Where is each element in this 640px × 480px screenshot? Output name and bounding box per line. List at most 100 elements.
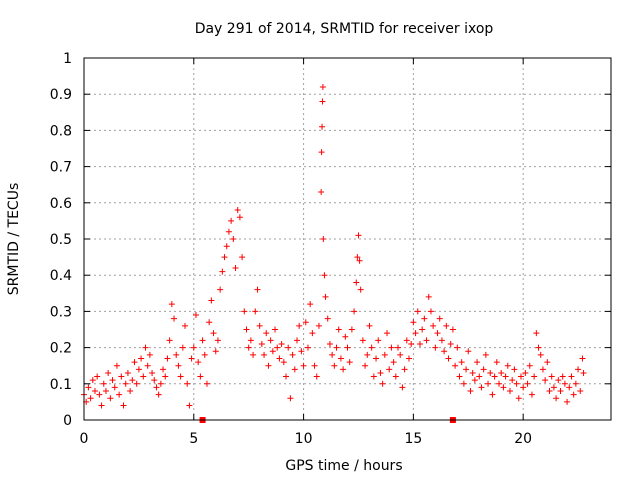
data-point — [280, 359, 287, 366]
data-point — [98, 402, 105, 409]
data-point — [232, 264, 239, 271]
data-point — [96, 391, 103, 398]
y-tick-label: 0.1 — [50, 377, 72, 393]
data-point — [300, 362, 307, 369]
y-tick-label: 0.5 — [50, 232, 72, 248]
data-point — [311, 362, 318, 369]
data-point — [496, 380, 503, 387]
data-point — [436, 315, 443, 322]
data-point — [399, 384, 406, 391]
y-ticks-layer: 0 0.1 0.2 0.3 0.4 0.5 0.6 0.7 0.8 0.9 1 — [50, 51, 611, 429]
y-tick-label: 1 — [63, 51, 72, 67]
data-point — [261, 351, 268, 358]
data-point — [542, 377, 549, 384]
data-point — [381, 351, 388, 358]
data-point — [502, 373, 509, 380]
data-point — [179, 344, 186, 351]
data-point — [122, 380, 129, 387]
data-point — [243, 326, 250, 333]
data-point — [177, 373, 184, 380]
x-tick-label: 20 — [514, 431, 532, 447]
data-point — [151, 377, 158, 384]
data-point — [239, 254, 246, 261]
data-point — [449, 326, 456, 333]
data-point — [416, 340, 423, 347]
data-point — [313, 373, 320, 380]
data-point — [142, 344, 149, 351]
data-point — [267, 337, 274, 344]
data-point — [197, 373, 204, 380]
data-point — [225, 228, 232, 235]
x-tick-label: 15 — [404, 431, 422, 447]
data-point — [102, 388, 109, 395]
data-point — [175, 362, 182, 369]
data-point — [337, 355, 344, 362]
data-point — [274, 344, 281, 351]
data-point — [118, 373, 125, 380]
data-point — [366, 322, 373, 329]
data-point — [568, 373, 575, 380]
data-point — [441, 348, 448, 355]
data-point — [489, 391, 496, 398]
data-point — [526, 362, 533, 369]
data-point — [186, 402, 193, 409]
data-point — [298, 348, 305, 355]
data-point — [149, 369, 156, 376]
data-point — [293, 337, 300, 344]
data-point — [87, 395, 94, 402]
data-point — [236, 214, 243, 221]
data-point — [85, 384, 92, 391]
data-point — [425, 293, 432, 300]
data-point — [252, 308, 259, 315]
y-axis-title: SRMTID / TECUs — [6, 183, 22, 296]
data-point — [531, 373, 538, 380]
data-point — [335, 326, 342, 333]
data-point — [544, 359, 551, 366]
data-point — [228, 217, 235, 224]
data-point — [357, 286, 364, 293]
data-point — [356, 257, 363, 264]
data-point — [351, 308, 358, 315]
data-point — [131, 359, 138, 366]
data-point — [513, 380, 520, 387]
data-point — [318, 149, 325, 156]
data-point — [319, 83, 326, 90]
data-point — [506, 388, 513, 395]
data-point — [192, 312, 199, 319]
data-point — [566, 384, 573, 391]
data-point — [555, 377, 562, 384]
data-point — [283, 373, 290, 380]
data-point — [120, 402, 127, 409]
data-point — [432, 344, 439, 351]
data-point — [94, 373, 101, 380]
data-point — [482, 351, 489, 358]
data-point — [324, 315, 331, 322]
data-point — [509, 377, 516, 384]
data-point — [447, 340, 454, 347]
data-point — [230, 236, 237, 242]
data-point — [354, 254, 361, 261]
data-point — [157, 380, 164, 387]
data-point — [256, 322, 263, 329]
x-axis-title: GPS time / hours — [285, 458, 402, 474]
data-point — [212, 348, 219, 355]
data-point — [408, 340, 415, 347]
data-point — [133, 380, 140, 387]
data-point — [91, 388, 98, 395]
data-point — [287, 395, 294, 402]
data-point — [302, 319, 309, 326]
data-point — [390, 359, 397, 366]
data-point — [388, 344, 395, 351]
data-point — [203, 380, 210, 387]
data-point — [423, 337, 430, 344]
data-point — [580, 369, 587, 376]
data-point — [454, 344, 461, 351]
data-point — [304, 344, 311, 351]
data-point — [395, 344, 402, 351]
data-point — [491, 373, 498, 380]
data-point — [522, 369, 529, 376]
data-point — [319, 98, 326, 105]
y-tick-label: 0.3 — [50, 304, 72, 320]
